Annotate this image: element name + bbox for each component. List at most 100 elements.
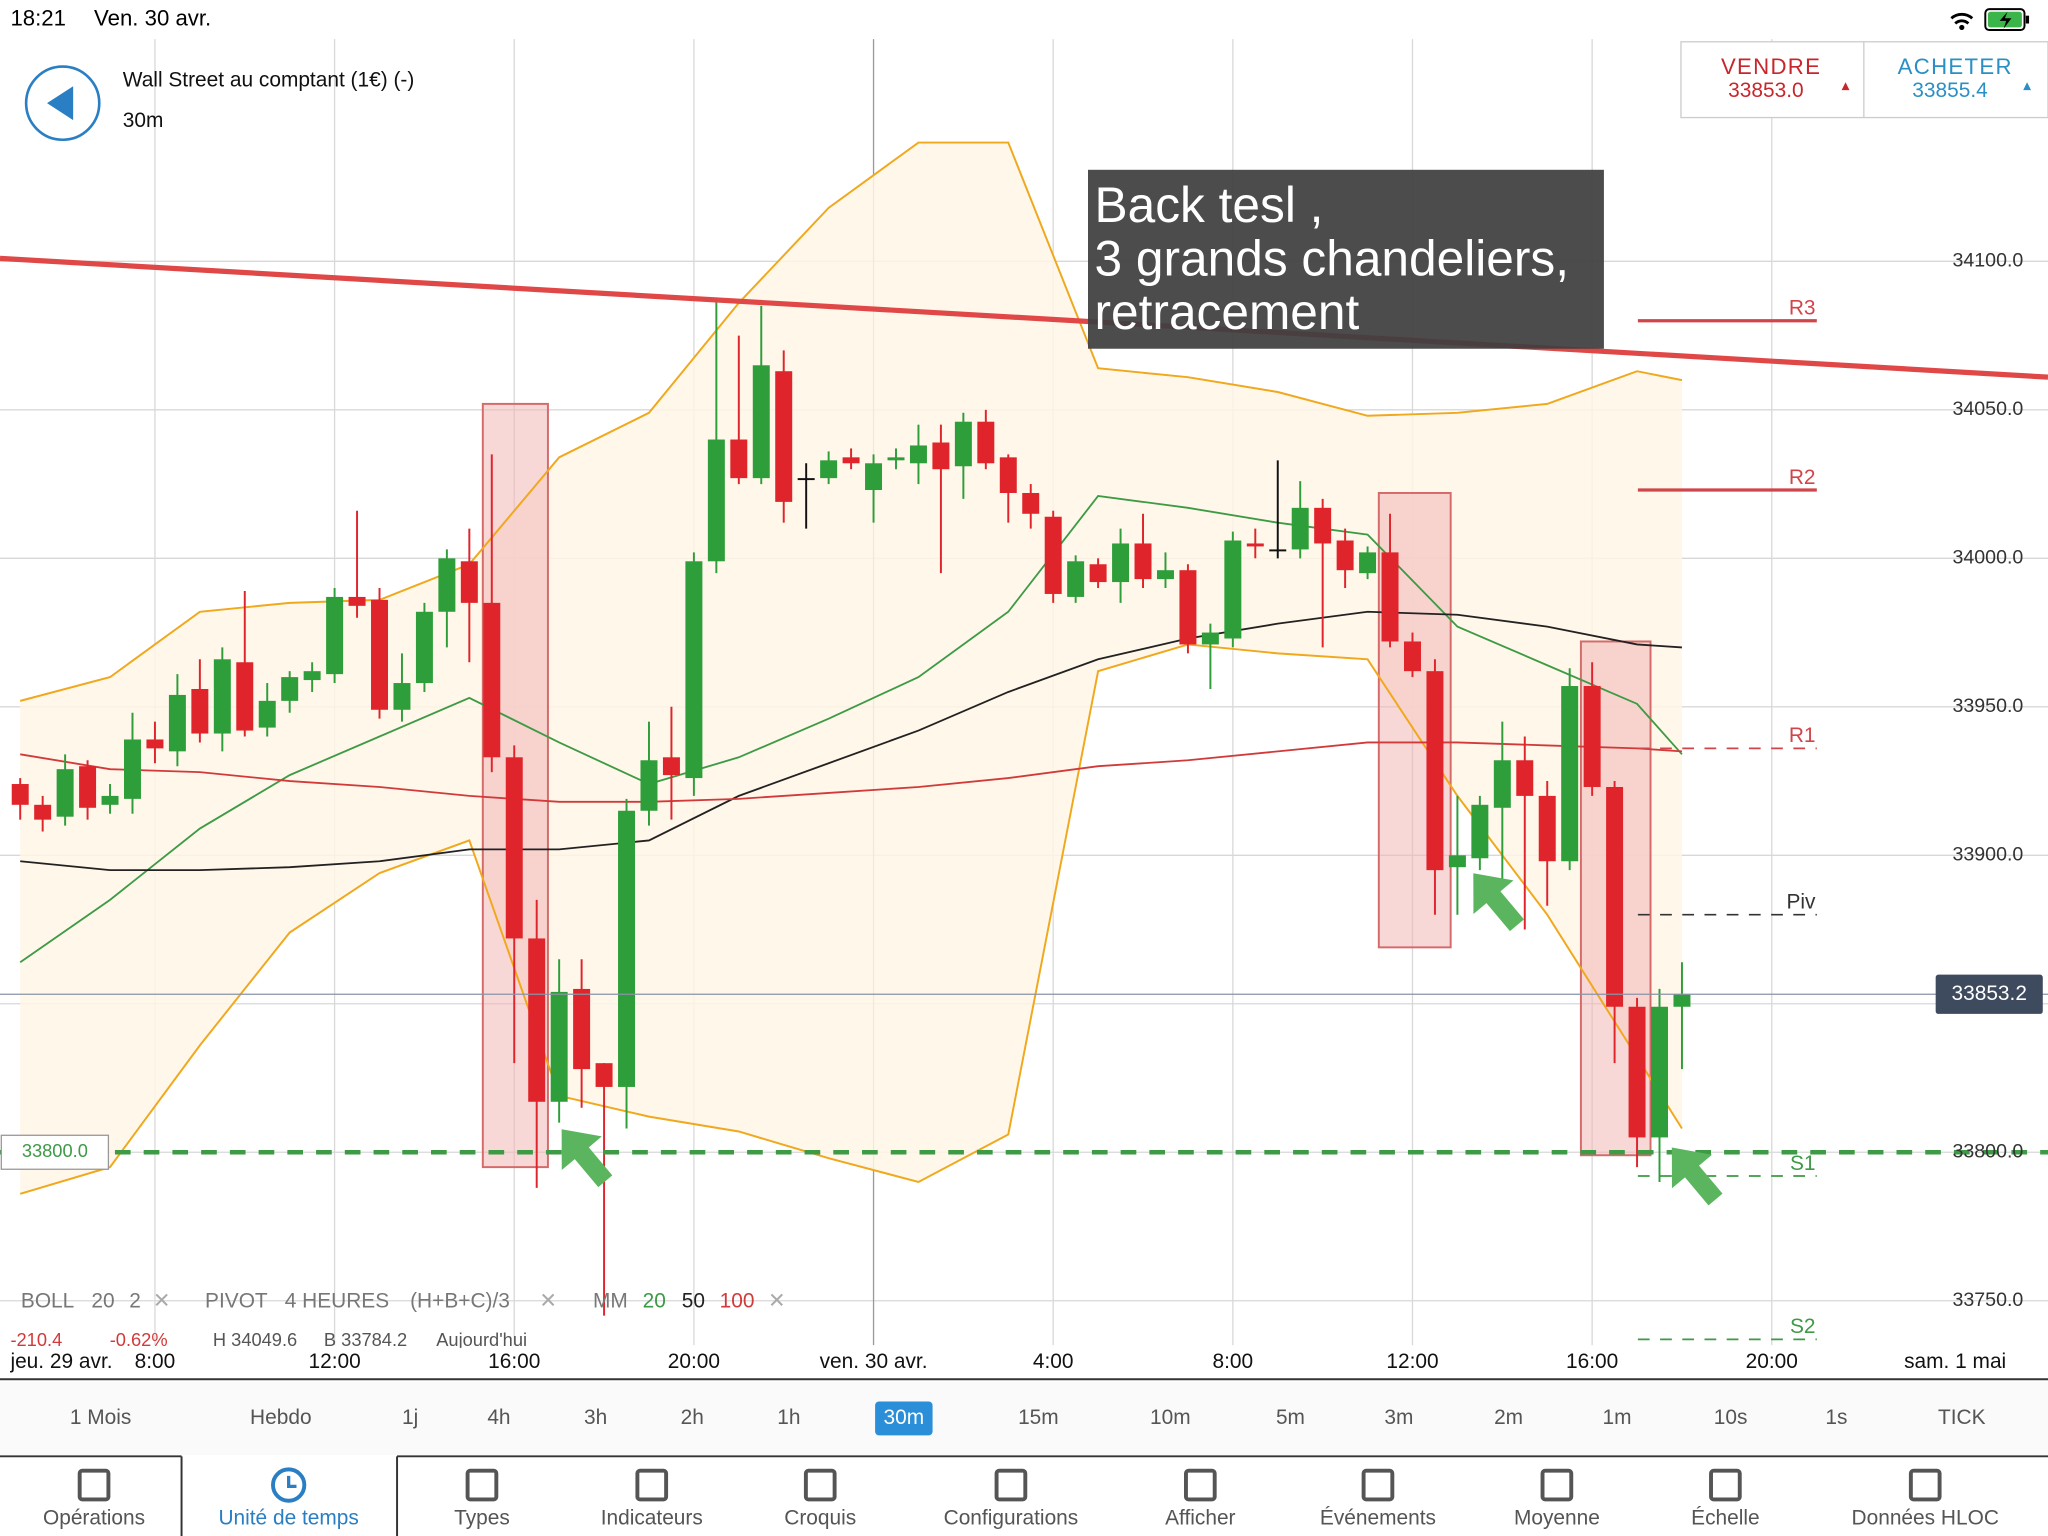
status-icons: [1950, 8, 2030, 32]
timeframe-label[interactable]: 1m: [1602, 1406, 1631, 1429]
sell-label[interactable]: VENDRE: [1721, 54, 1821, 79]
tab[interactable]: Opérations: [43, 1468, 145, 1530]
tab[interactable]: Types: [454, 1468, 510, 1530]
tab-icon[interactable]: [77, 1468, 111, 1502]
candle-body: [1112, 543, 1130, 583]
tab-label[interactable]: Configurations: [944, 1507, 1079, 1530]
buy-button[interactable]: ACHETER 33855.4: [1898, 54, 2032, 102]
tab-icon[interactable]: [1184, 1468, 1217, 1502]
tab-label[interactable]: Afficher: [1165, 1507, 1235, 1530]
tab-label[interactable]: Échelle: [1691, 1507, 1759, 1530]
timeframe-item[interactable]: 5m: [1276, 1406, 1305, 1429]
stats-row: -210.4 -0.62% H 34049.6 B 33784.2 Aujour…: [10, 1329, 527, 1350]
timeframe-item[interactable]: 3h: [584, 1406, 607, 1429]
x-tick-label: 8:00: [135, 1350, 176, 1373]
timeframe-item[interactable]: 1j: [402, 1406, 418, 1429]
tab-label[interactable]: Croquis: [784, 1507, 856, 1530]
timeframe-label[interactable]: 1j: [402, 1406, 418, 1429]
timeframe-item[interactable]: 1 Mois: [70, 1406, 131, 1429]
y-tick-label: 33950.0: [1953, 695, 2024, 717]
timeframe-label[interactable]: 10m: [1150, 1406, 1191, 1429]
timeframe-label[interactable]: 1s: [1825, 1406, 1847, 1429]
candle-body: [775, 371, 793, 502]
timeframe-item[interactable]: 2m: [1494, 1406, 1523, 1429]
tab-icon[interactable]: [994, 1468, 1028, 1502]
tab[interactable]: Échelle: [1691, 1468, 1760, 1530]
tab-icon[interactable]: [1908, 1468, 1942, 1502]
sell-button[interactable]: VENDRE 33853.0: [1721, 54, 1850, 102]
candle-body: [999, 457, 1017, 493]
timeframe-item[interactable]: 15m: [1018, 1406, 1059, 1429]
timeframe-item[interactable]: 3m: [1384, 1406, 1413, 1429]
tab-label[interactable]: Opérations: [43, 1507, 145, 1530]
candle-body: [101, 795, 119, 805]
timeframe-item[interactable]: 4h: [487, 1406, 510, 1429]
x-tick-label: 8:00: [1213, 1350, 1254, 1373]
tab[interactable]: Unité de temps: [218, 1467, 359, 1530]
timeframe-label[interactable]: 15m: [1018, 1406, 1059, 1429]
candle-body: [1426, 671, 1444, 871]
tab[interactable]: Données HLOC: [1852, 1468, 1999, 1530]
tab-icon[interactable]: [271, 1467, 307, 1503]
timeframe-item[interactable]: Hebdo: [250, 1406, 312, 1429]
candle-body: [1022, 492, 1040, 514]
timeframe-label[interactable]: 2h: [681, 1406, 704, 1429]
tab-label[interactable]: Indicateurs: [601, 1507, 703, 1530]
remove-icon[interactable]: ✕: [768, 1290, 786, 1313]
timeframe-item[interactable]: 10m: [1150, 1406, 1191, 1429]
tab-icon[interactable]: [635, 1468, 669, 1502]
buy-label[interactable]: ACHETER: [1898, 54, 2013, 79]
tab-icon[interactable]: [287, 1475, 297, 1488]
timeframe-label[interactable]: TICK: [1938, 1406, 1986, 1429]
status-date: Ven. 30 avr.: [94, 5, 211, 30]
tab[interactable]: Croquis: [784, 1468, 856, 1530]
stat-change: -210.4: [10, 1329, 62, 1350]
candle-body: [460, 561, 478, 603]
status-time: 18:21: [10, 5, 66, 30]
tab-label[interactable]: Données HLOC: [1852, 1507, 1999, 1530]
tab[interactable]: Indicateurs: [601, 1468, 703, 1530]
timeframe-item[interactable]: TICK: [1938, 1406, 1986, 1429]
timeframe-item[interactable]: 1h: [777, 1406, 800, 1429]
tab[interactable]: Configurations: [944, 1468, 1079, 1530]
tab-icon[interactable]: [1540, 1468, 1574, 1502]
tab[interactable]: Moyenne: [1514, 1468, 1600, 1530]
timeframe-item[interactable]: 1m: [1602, 1406, 1631, 1429]
timeframe-label[interactable]: 2m: [1494, 1406, 1523, 1429]
remove-icon[interactable]: ✕: [539, 1290, 557, 1313]
timeframe-item[interactable]: 2h: [681, 1406, 704, 1429]
timeframe-label[interactable]: 1h: [777, 1406, 800, 1429]
tab-label[interactable]: Unité de temps: [218, 1507, 358, 1530]
timeframe-item[interactable]: 1s: [1825, 1406, 1847, 1429]
stat-period: Aujourd'hui: [436, 1329, 527, 1350]
tab[interactable]: Événements: [1320, 1468, 1436, 1530]
buy-price[interactable]: 33855.4: [1912, 79, 1987, 102]
timeframe-selected[interactable]: [875, 1401, 933, 1436]
pivot-formula: (H+B+C)/3: [410, 1290, 510, 1313]
timeframe-label[interactable]: 3h: [584, 1406, 607, 1429]
remove-icon[interactable]: ✕: [153, 1290, 171, 1313]
timeframe-label[interactable]: Hebdo: [250, 1406, 312, 1429]
timeframe-label[interactable]: 30m: [884, 1406, 925, 1429]
tab-icon[interactable]: [1709, 1468, 1742, 1502]
back-button[interactable]: [24, 65, 101, 142]
tab-label[interactable]: Types: [454, 1507, 510, 1530]
pivot-level-label: S2: [1790, 1315, 1816, 1338]
timeframe-label[interactable]: 10s: [1714, 1406, 1748, 1429]
timeframe-label[interactable]: 1 Mois: [70, 1406, 131, 1429]
x-date-start: jeu. 29 avr.: [9, 1350, 112, 1373]
tab-icon[interactable]: [1361, 1468, 1395, 1502]
timeframe-label[interactable]: 4h: [487, 1406, 510, 1429]
timeframe-label[interactable]: 3m: [1384, 1406, 1413, 1429]
timeframe-item[interactable]: 30m: [875, 1401, 933, 1436]
tab-icon[interactable]: [465, 1468, 499, 1502]
tab-label[interactable]: Événements: [1320, 1507, 1436, 1530]
sell-price[interactable]: 33853.0: [1728, 79, 1803, 102]
tab[interactable]: Afficher: [1165, 1468, 1236, 1530]
timeframe-item[interactable]: 10s: [1714, 1406, 1748, 1429]
timeframe-label[interactable]: 5m: [1276, 1406, 1305, 1429]
candle-body: [1561, 686, 1579, 862]
tab-label[interactable]: Moyenne: [1514, 1507, 1600, 1530]
candle-body: [146, 739, 164, 749]
tab-icon[interactable]: [803, 1468, 837, 1502]
